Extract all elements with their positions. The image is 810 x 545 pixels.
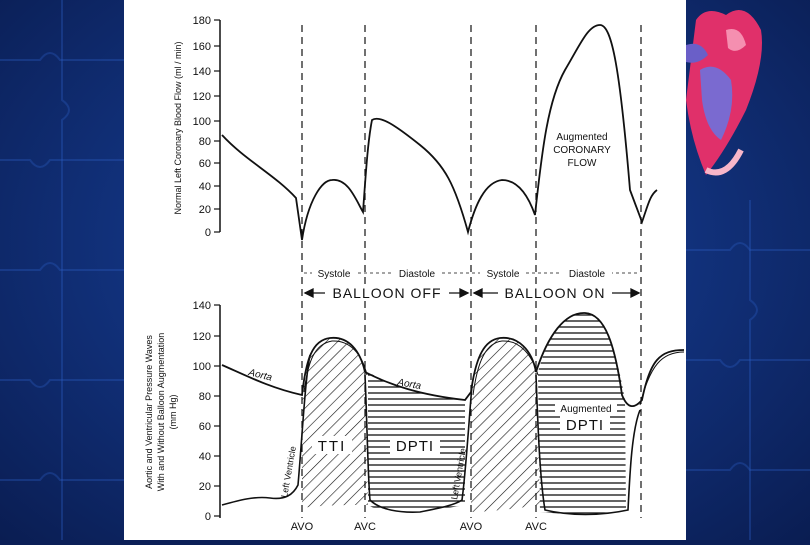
top-y-tick-label: 80 bbox=[199, 136, 211, 148]
phase-labels: Systole Diastole Systole Diastole bbox=[304, 267, 640, 280]
coronary-flow-diagram: Normal Left Coronary Blood Flow (ml / mi… bbox=[144, 15, 685, 533]
aorta-label-2: Aorta bbox=[395, 377, 422, 392]
dpti-label: DPTI bbox=[396, 438, 434, 455]
avc-label-1: AVC bbox=[354, 521, 376, 533]
tti-area-2 bbox=[471, 337, 540, 512]
figure-panel: Normal Left Coronary Blood Flow (ml / mi… bbox=[124, 0, 686, 540]
augmented-dpti-label: Augmented bbox=[560, 404, 611, 415]
bottom-y-tick-label: 100 bbox=[193, 361, 211, 373]
bottom-y-tick-label: 40 bbox=[199, 451, 211, 463]
top-y-tick-label: 180 bbox=[193, 15, 211, 27]
aortic-pressure-curve bbox=[221, 312, 685, 408]
top-y-tick-labels: 180 160 140 120 100 80 60 40 20 0 bbox=[193, 15, 211, 239]
top-y-tick-label: 120 bbox=[193, 91, 211, 103]
tti-label: TTI bbox=[318, 438, 347, 455]
top-y-ticks bbox=[214, 19, 220, 233]
augmented-flow-annotation: Augmented CORONARY FLOW bbox=[553, 132, 611, 169]
bottom-ylabel-line: (mm Hg) bbox=[168, 395, 178, 430]
bottom-y-tick-label: 0 bbox=[205, 511, 211, 523]
augmented-flow-label: FLOW bbox=[568, 158, 597, 169]
tti-area-1 bbox=[302, 337, 368, 508]
bottom-chart-ylabel: Aortic and Ventricular Pressure Waves Wi… bbox=[144, 333, 178, 492]
avo-label-1: AVO bbox=[291, 521, 314, 533]
left-ventricle-pressure-curve bbox=[221, 354, 641, 516]
bottom-y-tick-label: 20 bbox=[199, 481, 211, 493]
top-y-tick-label: 40 bbox=[199, 181, 211, 193]
top-y-tick-label: 100 bbox=[193, 116, 211, 128]
bottom-ylabel-line: Aortic and Ventricular Pressure Waves bbox=[144, 335, 154, 489]
avc-label-2: AVC bbox=[525, 521, 547, 533]
top-y-tick-label: 60 bbox=[199, 158, 211, 170]
bottom-x-tick-labels: AVO AVC AVO AVC bbox=[291, 521, 547, 533]
avo-label-2: AVO bbox=[460, 521, 483, 533]
bottom-y-tick-label: 80 bbox=[199, 391, 211, 403]
bottom-y-ticks bbox=[214, 304, 220, 517]
bottom-y-tick-label: 120 bbox=[193, 331, 211, 343]
top-y-tick-label: 140 bbox=[193, 66, 211, 78]
augmented-dpti-value-label: DPTI bbox=[566, 417, 604, 434]
balloon-on-label: BALLOON ON bbox=[504, 285, 605, 301]
heart-illustration bbox=[686, 10, 762, 176]
augmented-flow-label: Augmented bbox=[556, 132, 607, 143]
top-y-tick-label: 160 bbox=[193, 41, 211, 53]
systole-label-1: Systole bbox=[318, 269, 351, 280]
diastole-label-1: Diastole bbox=[399, 269, 436, 280]
top-y-tick-label: 20 bbox=[199, 204, 211, 216]
top-y-tick-label: 0 bbox=[205, 227, 211, 239]
top-chart-ylabel: Normal Left Coronary Blood Flow (ml / mi… bbox=[173, 41, 183, 214]
balloon-off-label: BALLOON OFF bbox=[332, 285, 441, 301]
systole-label-2: Systole bbox=[487, 269, 520, 280]
bottom-y-tick-labels: 140 120 100 80 60 40 20 0 bbox=[193, 300, 211, 523]
diastole-label-2: Diastole bbox=[569, 269, 606, 280]
bottom-y-tick-label: 60 bbox=[199, 421, 211, 433]
bottom-ylabel-line: With and Without Balloon Augmentation bbox=[156, 333, 166, 492]
bottom-y-tick-label: 140 bbox=[193, 300, 211, 312]
augmented-flow-label: CORONARY bbox=[553, 145, 611, 156]
